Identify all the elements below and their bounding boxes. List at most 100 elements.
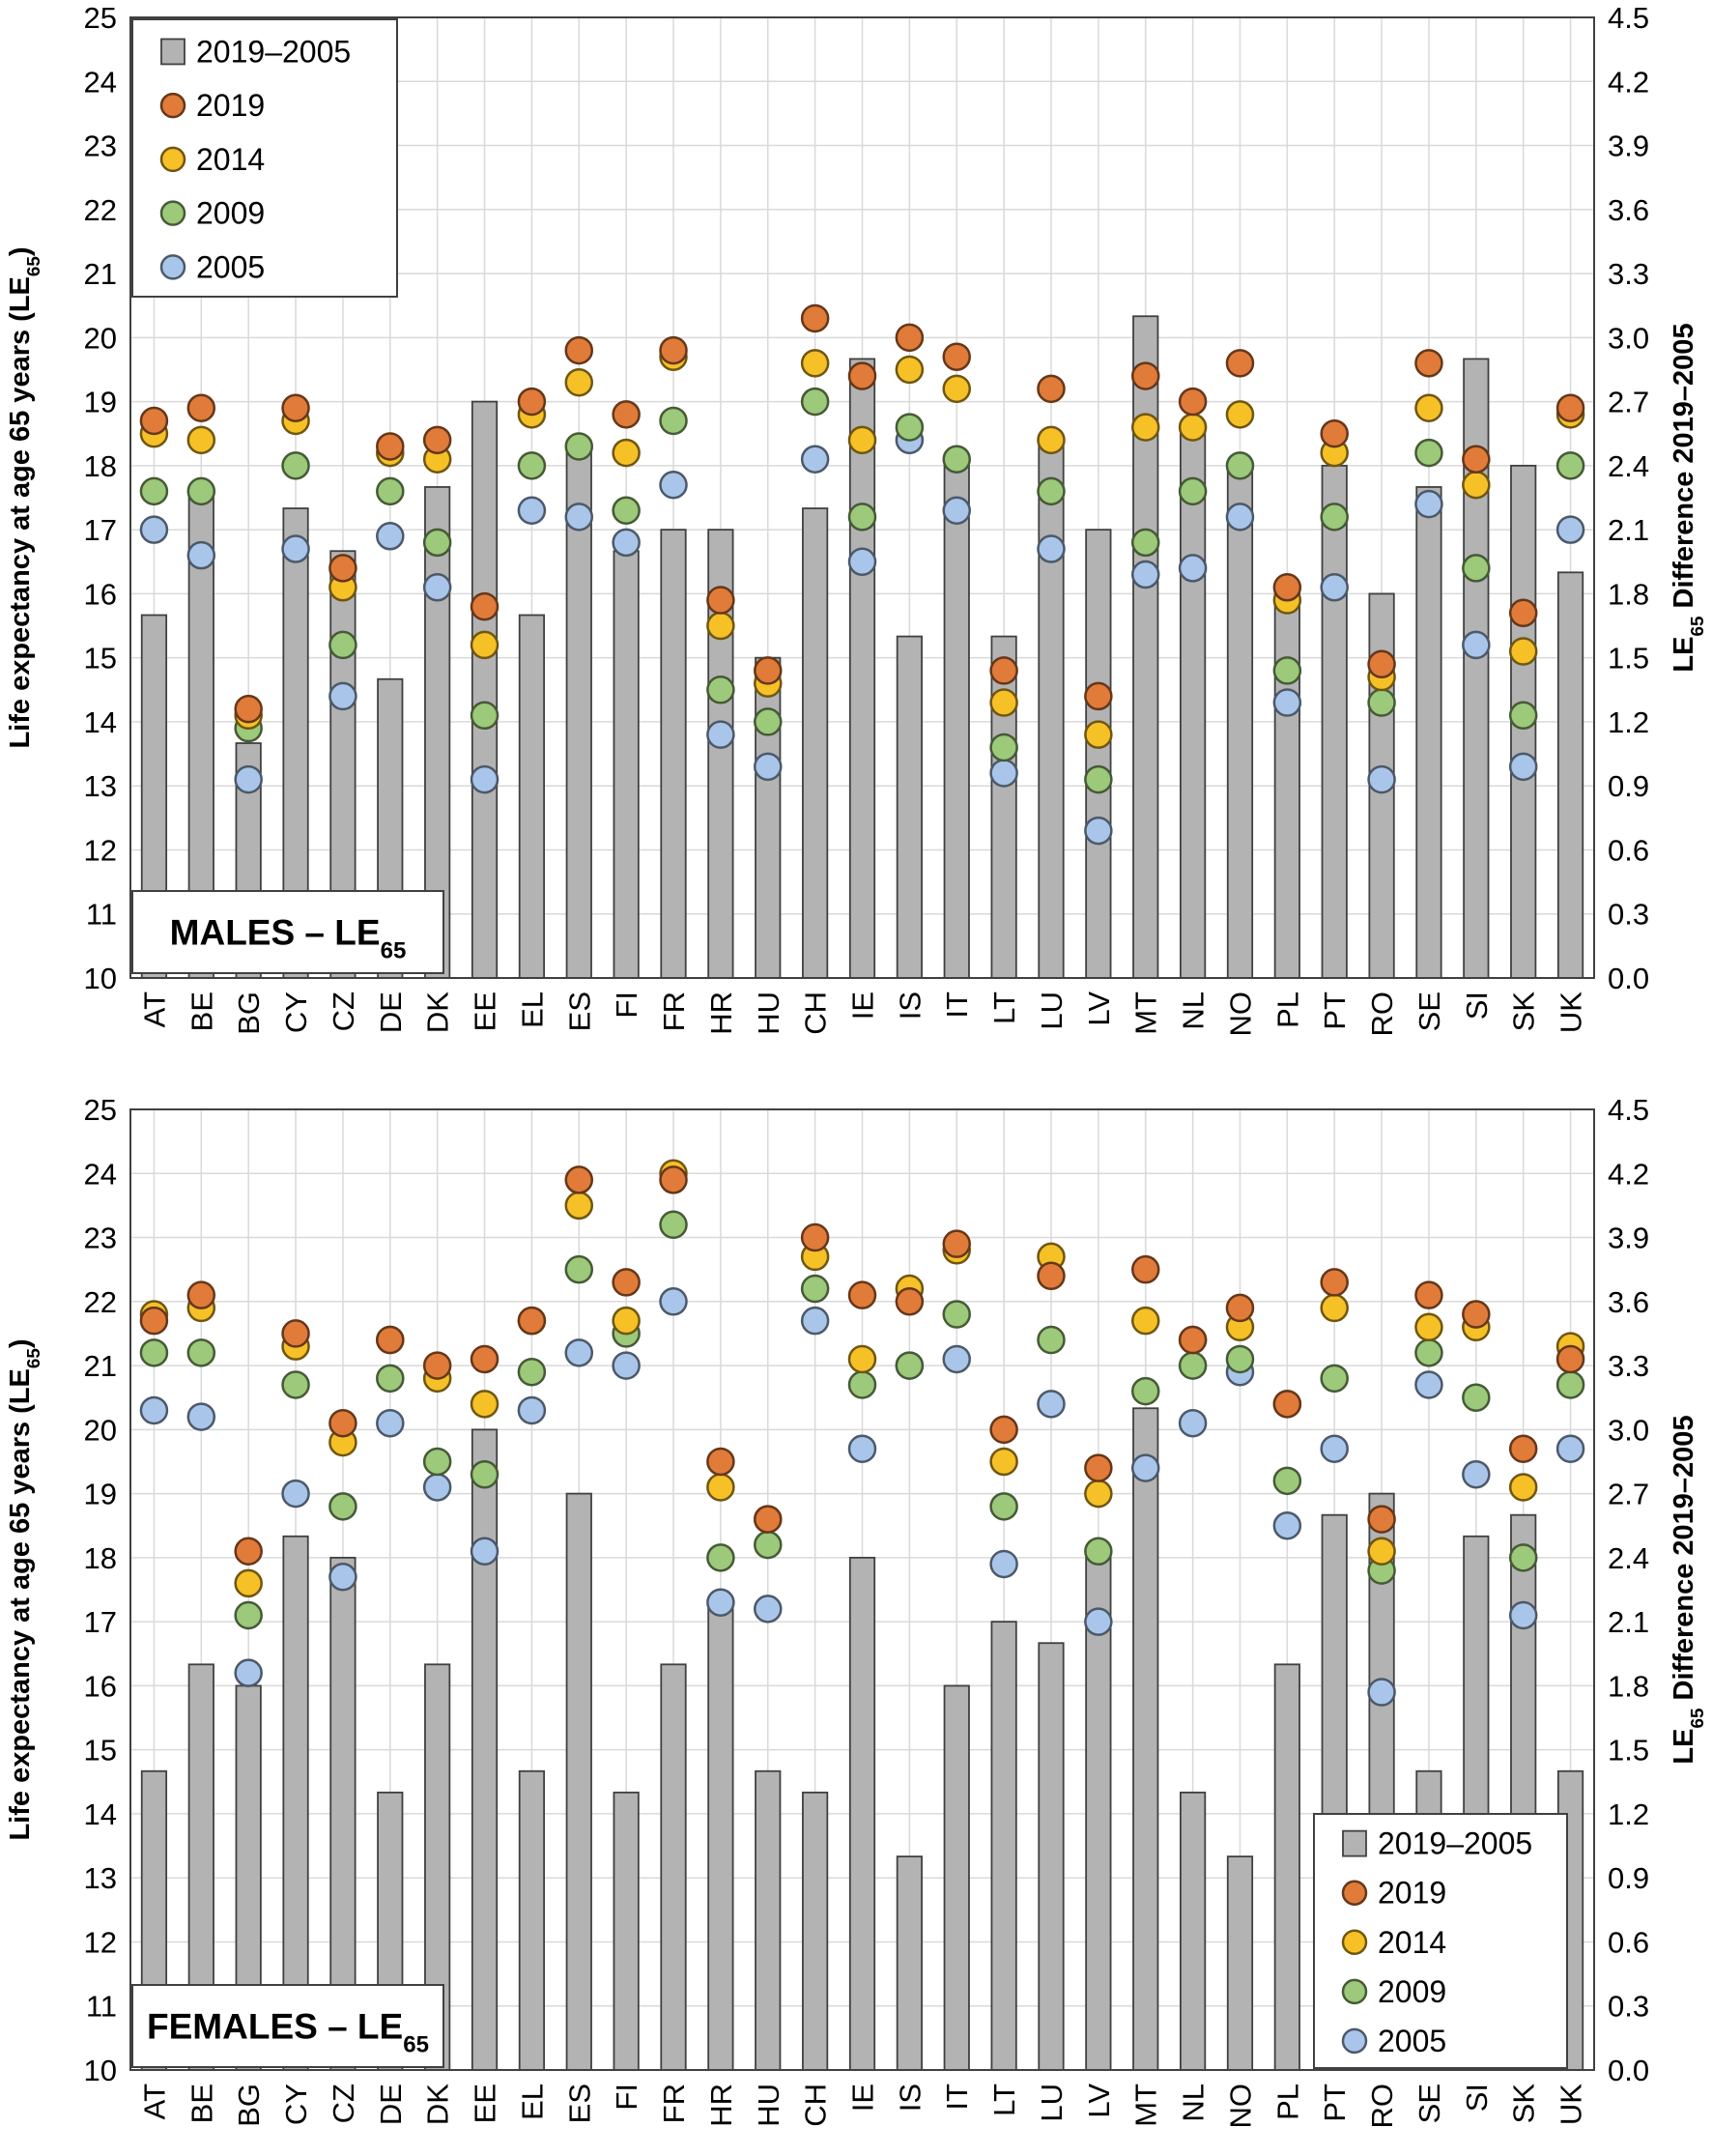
point-2019-CH — [800, 1222, 830, 1252]
category-label-ES: ES — [562, 992, 596, 1031]
point-2014-SE — [1414, 1312, 1443, 1342]
point-2019-EE — [470, 591, 499, 621]
bar-NL — [1179, 421, 1207, 979]
category-label-PL: PL — [1270, 2084, 1304, 2120]
left-tick-label: 19 — [84, 386, 117, 419]
point-2014-IT — [942, 374, 971, 404]
point-2019-LU — [1037, 374, 1066, 404]
category-label-CH: CH — [799, 992, 833, 1035]
series-2019 — [139, 1165, 1585, 1566]
right-tick-label: 2.4 — [1608, 1541, 1649, 1575]
point-2019-DE — [376, 432, 405, 461]
legend-marker-2019 — [159, 92, 186, 119]
category-label-MT: MT — [1129, 992, 1163, 1035]
plot-frame — [129, 16, 1595, 979]
point-2019-LV — [1084, 1453, 1113, 1482]
right-tick-label: 1.2 — [1608, 1797, 1649, 1831]
category-label-BE: BE — [185, 2084, 218, 2123]
right-axis-ticks: 0.0 0.3 0.6 0.9 1.2 1.5 1.8 2.1 2.4 2.7 3.0 3.3 3.6 3… — [1608, 1093, 1649, 2087]
bar-FR — [660, 529, 687, 979]
point-2019-HU — [754, 656, 783, 685]
point-2009-IT — [942, 1300, 971, 1329]
left-tick-label: 20 — [84, 321, 117, 355]
right-tick-label: 0.3 — [1608, 1990, 1649, 2024]
left-axis-ticks: 10 11 12 13 14 15 16 17 18 19 20 21 22 23 24 25 — [84, 1, 117, 995]
point-2014-FI — [612, 438, 641, 468]
point-2005-RO — [1367, 764, 1396, 794]
right-tick-label: 3.6 — [1608, 193, 1649, 227]
category-label-CH: CH — [799, 2084, 833, 2127]
series-2005 — [139, 425, 1585, 846]
point-2009-PL — [1272, 1466, 1302, 1496]
right-axis-ticks: 0.0 0.3 0.6 0.9 1.2 1.5 1.8 2.1 2.4 2.7 3.0 3.3 3.6 3… — [1608, 1, 1649, 995]
point-2019-HU — [754, 1505, 783, 1534]
point-2009-MT — [1130, 1376, 1160, 1406]
series-2009 — [139, 1210, 1585, 1630]
left-tick-label: 13 — [84, 769, 117, 803]
bar-ES — [565, 1492, 592, 2071]
category-label-CY: CY — [279, 992, 313, 1033]
point-2019-FR — [659, 335, 688, 365]
point-2019-MT — [1130, 361, 1160, 390]
point-2014-MT — [1130, 413, 1160, 442]
point-2005-NO — [1225, 503, 1255, 532]
bar-PT — [1321, 464, 1348, 979]
point-2019-HR — [706, 586, 735, 615]
bar-SE — [1415, 486, 1442, 979]
right-tick-label: 0.6 — [1608, 1925, 1649, 1959]
bar-HU — [755, 1769, 782, 2071]
point-2005-IT — [942, 1344, 971, 1374]
bar-series — [140, 315, 1584, 979]
category-label-LV: LV — [1082, 2084, 1116, 2118]
point-2014-LU — [1037, 425, 1066, 455]
point-2019-PT — [1320, 418, 1349, 448]
point-2019-HR — [706, 1447, 735, 1477]
plot-frame — [129, 1108, 1595, 2071]
point-2019-RO — [1367, 1505, 1396, 1534]
category-label-SK: SK — [1507, 992, 1541, 1032]
point-2005-DK — [422, 573, 452, 602]
right-tick-label: 4.2 — [1608, 65, 1649, 99]
left-tick-label: 23 — [84, 129, 117, 163]
left-tick-label: 14 — [84, 705, 117, 739]
point-2019-IE — [847, 1280, 877, 1309]
legend: 2019–2005 2019 2014 2009 2005 — [1313, 1813, 1568, 2069]
left-tick-label: 10 — [84, 962, 117, 995]
point-2019-ES — [564, 335, 594, 365]
bar-LT — [990, 1621, 1017, 2071]
point-2014-IE — [847, 1344, 877, 1374]
left-tick-label: 18 — [84, 449, 117, 483]
legend-bar-swatch — [1342, 1829, 1367, 1857]
panel-label: MALES – LE65 — [170, 913, 407, 964]
point-2005-SE — [1414, 1370, 1443, 1399]
bar-LV — [1085, 529, 1112, 979]
category-label-DE: DE — [374, 992, 408, 1033]
left-tick-label: 16 — [84, 1669, 117, 1703]
point-2009-AT — [139, 476, 169, 506]
point-2014-HR — [706, 1473, 735, 1502]
point-2009-NL — [1178, 1351, 1208, 1380]
bar-CH — [802, 507, 829, 979]
series-2019 — [139, 303, 1585, 724]
category-label-NO: NO — [1223, 2084, 1257, 2129]
point-2014-HR — [706, 611, 735, 641]
left-tick-label: 25 — [84, 1093, 117, 1127]
right-tick-label: 2.4 — [1608, 449, 1649, 483]
point-2005-LT — [989, 759, 1018, 788]
right-tick-label: 0.9 — [1608, 769, 1649, 803]
left-tick-label: 21 — [84, 257, 117, 291]
point-2009-SE — [1414, 438, 1443, 468]
point-2014-ES — [564, 1191, 594, 1221]
point-2005-HU — [754, 1595, 783, 1624]
point-2019-LU — [1037, 1261, 1066, 1291]
point-2014-EE — [470, 630, 499, 660]
point-2009-SI — [1462, 554, 1491, 583]
point-2009-IS — [895, 1351, 925, 1380]
point-2005-SK — [1508, 752, 1538, 782]
point-2014-LV — [1084, 720, 1113, 749]
bar-FR — [660, 1663, 687, 2071]
point-2019-NL — [1178, 1325, 1208, 1355]
category-label-LV: LV — [1082, 992, 1116, 1026]
right-tick-label: 3.0 — [1608, 321, 1649, 355]
point-2019-IT — [942, 1229, 971, 1258]
